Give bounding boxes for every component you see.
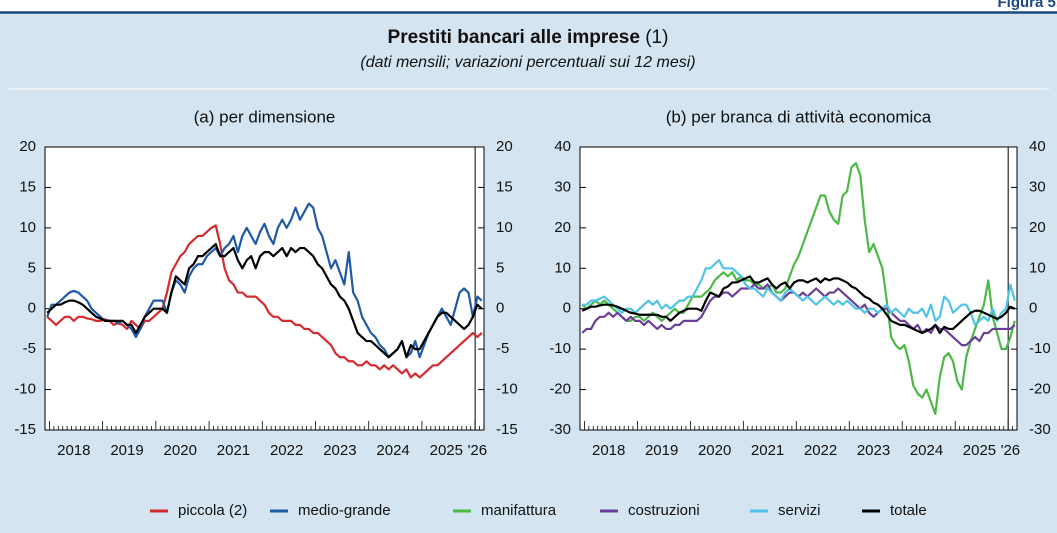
- y2-tick-label: 30: [1029, 178, 1046, 195]
- x-tick-label: 2021: [217, 442, 250, 459]
- legend-label: costruzioni: [628, 502, 700, 519]
- x-tick-label: 2020: [698, 442, 731, 459]
- y-tick-label: 10: [554, 259, 571, 276]
- title: Prestiti bancari alle imprese (1): [388, 27, 669, 48]
- x-tick-label: 2023: [323, 442, 356, 459]
- series-line: [581, 275, 1016, 335]
- x-tick-label: 2022: [804, 442, 837, 459]
- panel-title: (a) per dimensione: [194, 107, 336, 126]
- x-tick-label: 2019: [110, 442, 143, 459]
- panel-title: (b) per branca di attività economica: [666, 107, 932, 126]
- title-main: Prestiti bancari alle imprese: [388, 27, 640, 48]
- y2-tick-label: -30: [1029, 421, 1051, 438]
- y2-tick-label: 0: [496, 300, 504, 317]
- legend-label: servizi: [778, 502, 821, 519]
- y2-tick-label: -15: [496, 421, 518, 438]
- y-tick-label: -15: [14, 421, 36, 438]
- x-tick-label: 2022: [270, 442, 303, 459]
- x-tick-label: '26: [468, 442, 488, 459]
- y-tick-label: -30: [549, 421, 571, 438]
- y-tick-label: -10: [549, 340, 571, 357]
- y2-tick-label: 40: [1029, 138, 1046, 155]
- x-tick-label: 2018: [57, 442, 90, 459]
- subtitle: (dati mensili; variazioni percentuali su…: [360, 54, 695, 71]
- y-tick-label: 0: [28, 300, 36, 317]
- plot-frame: [44, 146, 485, 431]
- y2-tick-label: 0: [1029, 300, 1037, 317]
- x-tick-label: 2020: [164, 442, 197, 459]
- legend-label: medio-grande: [298, 502, 391, 519]
- y2-tick-label: 15: [496, 178, 513, 195]
- series-line: [46, 202, 483, 359]
- y2-tick-label: 20: [496, 138, 513, 155]
- legend-label: totale: [890, 502, 927, 519]
- y2-tick-label: 10: [1029, 259, 1046, 276]
- x-tick-label: '26: [1001, 442, 1021, 459]
- y2-tick-label: 20: [1029, 219, 1046, 236]
- y-tick-label: -20: [549, 381, 571, 398]
- plot-area: [45, 147, 484, 430]
- series-line: [46, 224, 483, 379]
- series-line: [582, 259, 1016, 326]
- x-tick-label: 2024: [376, 442, 409, 459]
- legend-label: manifattura: [481, 502, 557, 519]
- plot-area: [580, 147, 1017, 430]
- x-tick-label: 2025: [430, 442, 463, 459]
- y2-tick-label: 10: [496, 219, 513, 236]
- y-tick-label: 0: [563, 300, 571, 317]
- y2-tick-label: -10: [1029, 340, 1051, 357]
- figure-label: Figura 5.: [997, 0, 1057, 11]
- y-tick-label: 30: [554, 178, 571, 195]
- y2-tick-label: -20: [1029, 381, 1051, 398]
- y-tick-label: 20: [554, 219, 571, 236]
- y-tick-label: 10: [19, 219, 36, 236]
- y-tick-label: -10: [14, 381, 36, 398]
- y-tick-label: 15: [19, 178, 36, 195]
- y-tick-label: -5: [23, 340, 36, 357]
- title-note: (1): [645, 27, 668, 48]
- y2-tick-label: -10: [496, 381, 518, 398]
- x-tick-label: 2025: [963, 442, 996, 459]
- x-tick-label: 2019: [645, 442, 678, 459]
- legend-label: piccola (2): [178, 502, 247, 519]
- plot-frame: [579, 146, 1018, 431]
- y2-tick-label: -5: [496, 340, 509, 357]
- top-strip: [0, 0, 1057, 12]
- y-tick-label: 5: [28, 259, 36, 276]
- x-tick-label: 2018: [592, 442, 625, 459]
- x-tick-label: 2023: [857, 442, 890, 459]
- y2-tick-label: 5: [496, 259, 504, 276]
- y-tick-label: 40: [554, 138, 571, 155]
- y-tick-label: 20: [19, 138, 36, 155]
- x-tick-label: 2021: [751, 442, 784, 459]
- x-tick-label: 2024: [910, 442, 943, 459]
- series-line: [46, 242, 483, 359]
